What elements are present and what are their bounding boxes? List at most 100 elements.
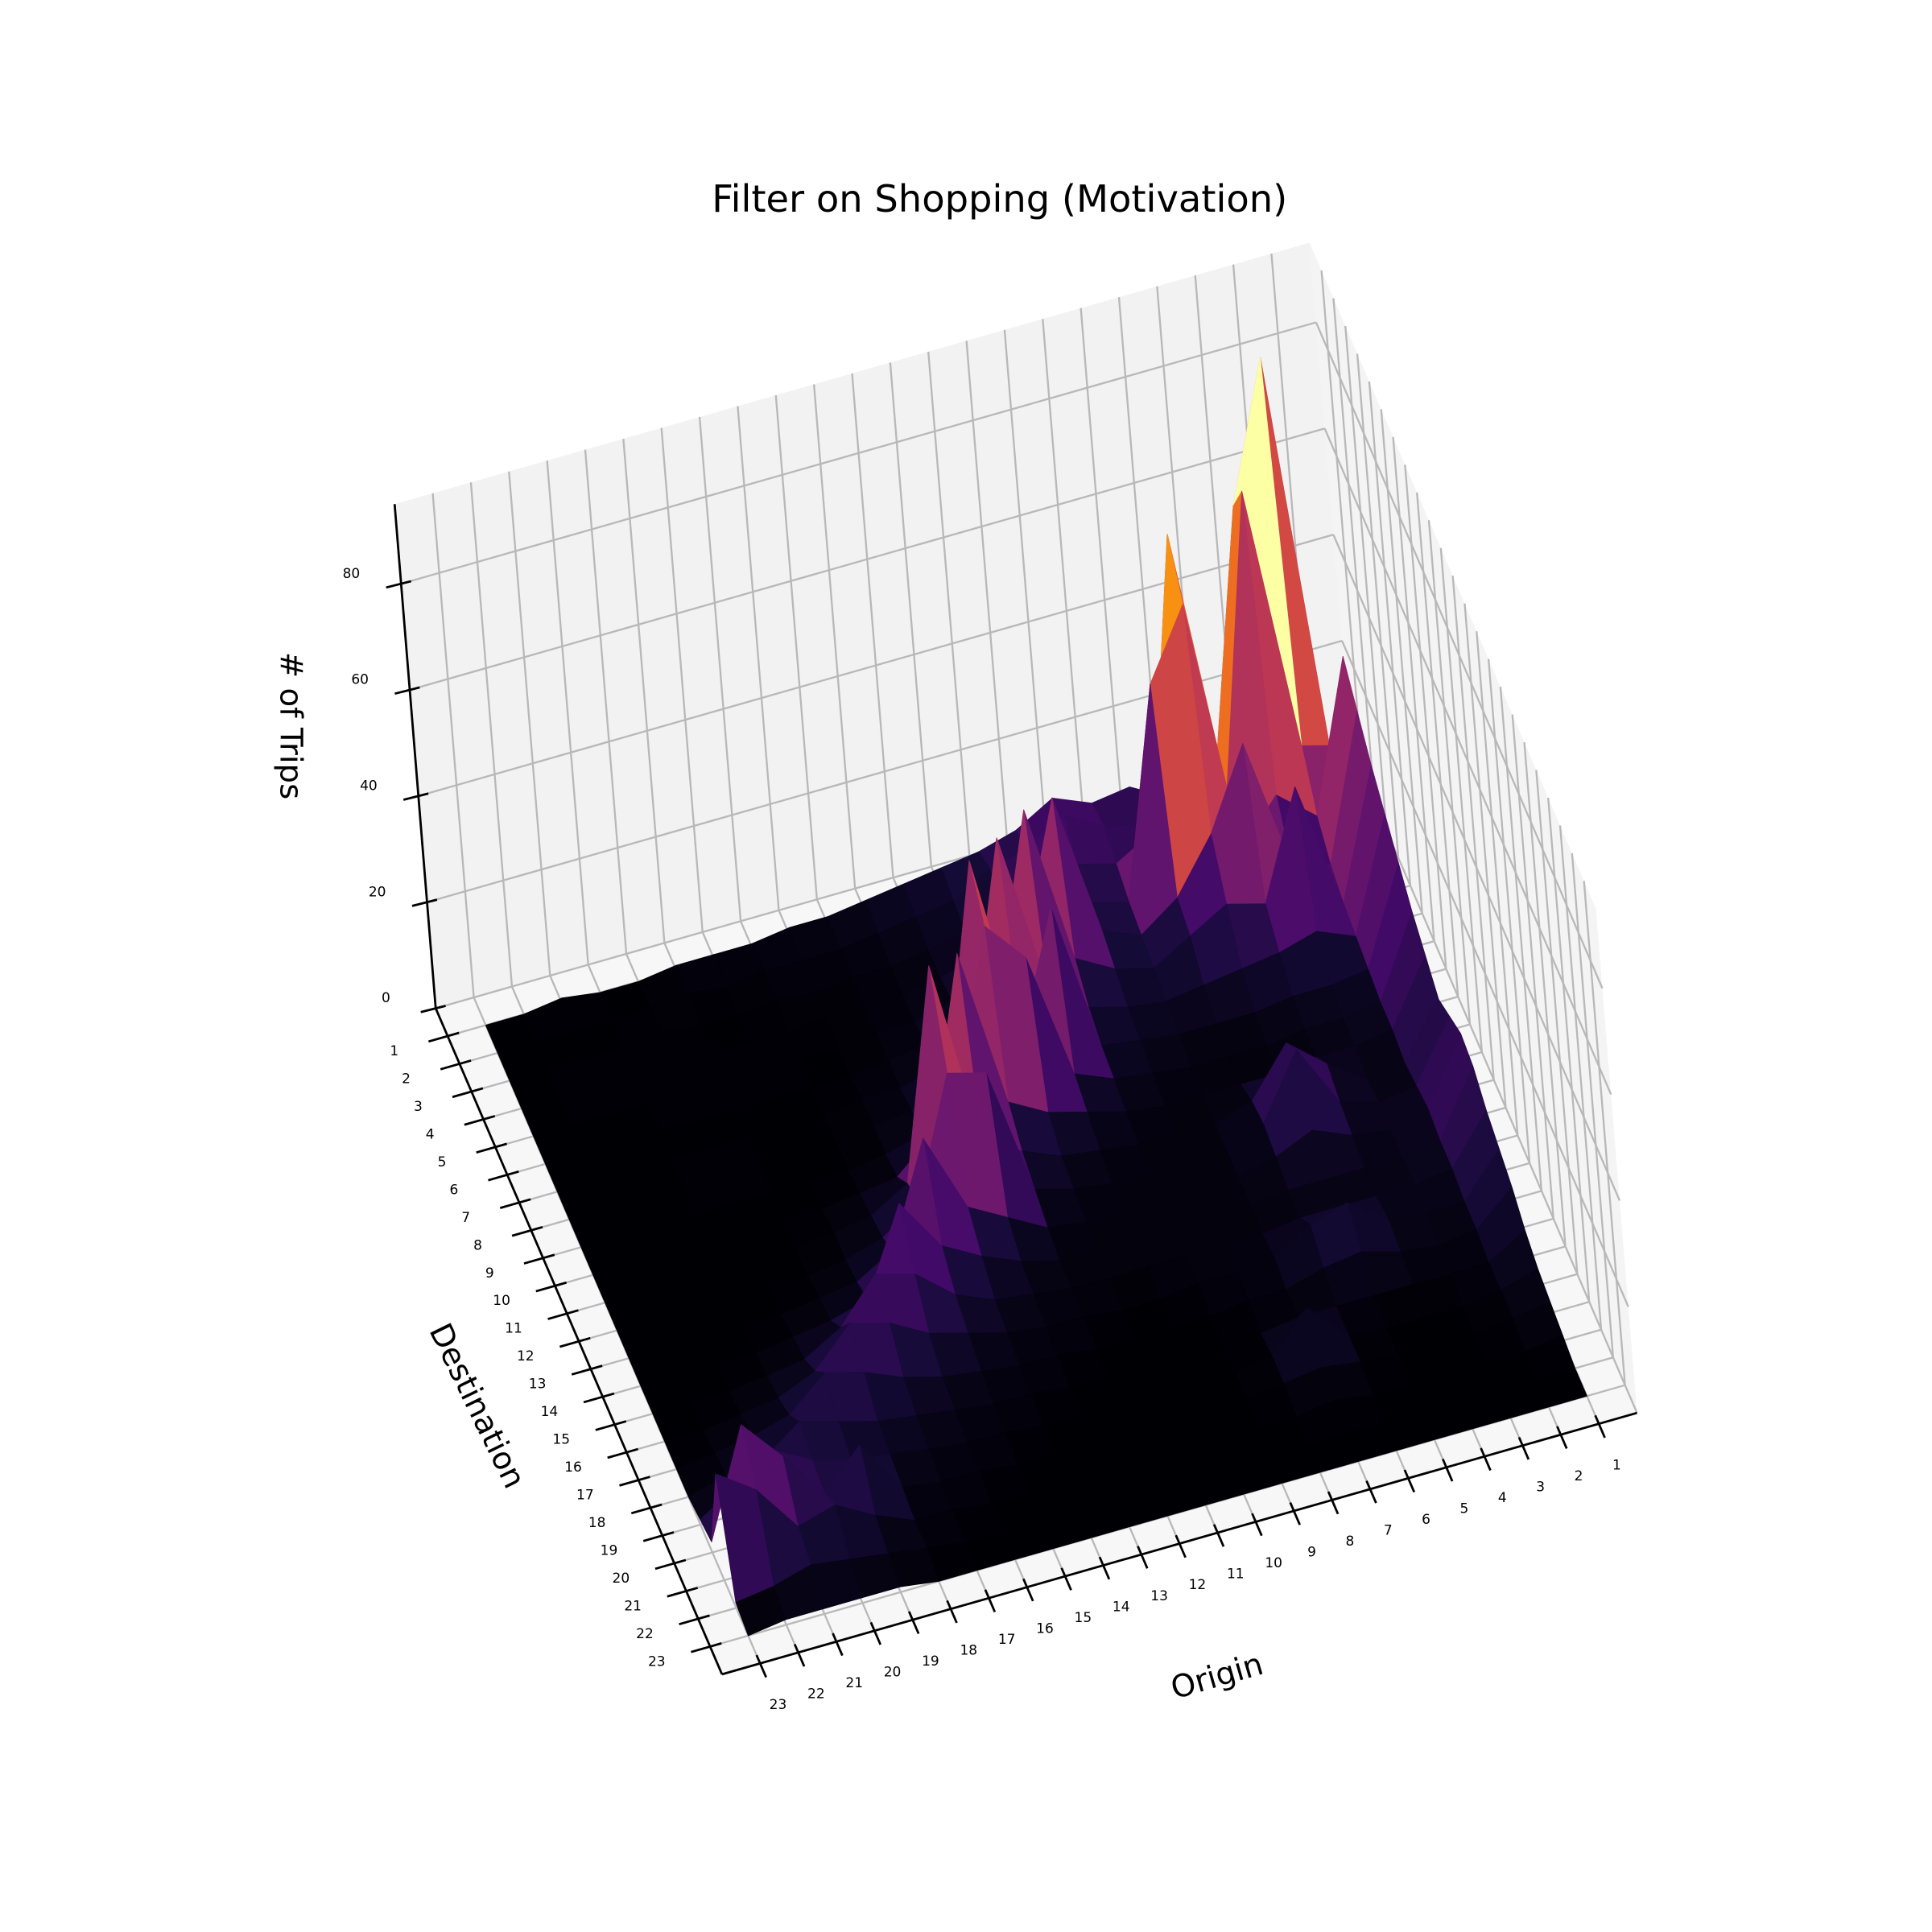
grid-line bbox=[889, 362, 933, 867]
x-tick-label: 19 bbox=[922, 1653, 939, 1670]
grid-line bbox=[927, 351, 971, 857]
grid-line bbox=[1356, 353, 1400, 858]
z-tick bbox=[386, 580, 411, 589]
x-tick-label: 11 bbox=[1227, 1567, 1245, 1583]
z-axis-line bbox=[393, 504, 437, 1009]
x-tick bbox=[1251, 1513, 1263, 1537]
grid-line bbox=[1523, 741, 1567, 1247]
grid-line bbox=[737, 406, 780, 910]
grid-line bbox=[418, 534, 1334, 797]
x-tick-label: 21 bbox=[845, 1675, 863, 1691]
x-tick bbox=[1517, 1436, 1530, 1460]
x-tick-label: 18 bbox=[960, 1642, 977, 1658]
y-tick-label: 15 bbox=[552, 1432, 570, 1448]
x-tick bbox=[755, 1654, 767, 1678]
x-tick bbox=[946, 1600, 958, 1624]
grid-line bbox=[1558, 825, 1603, 1330]
x-tick-label: 20 bbox=[884, 1664, 902, 1680]
y-tick bbox=[571, 1364, 603, 1376]
y-tick bbox=[511, 1225, 543, 1237]
y-tick-label: 2 bbox=[402, 1071, 411, 1087]
y-axis-label: Destination bbox=[422, 1318, 533, 1494]
grid-line bbox=[1315, 321, 1604, 989]
x-tick bbox=[1327, 1491, 1340, 1515]
x-axis-label: Origin bbox=[1166, 1646, 1267, 1707]
y-tick-label: 5 bbox=[438, 1154, 447, 1170]
grid-line bbox=[1392, 436, 1435, 942]
y-tick bbox=[440, 1059, 472, 1071]
y-tick-label: 8 bbox=[473, 1237, 482, 1253]
x-tick bbox=[832, 1633, 844, 1657]
x-tick bbox=[1365, 1480, 1377, 1504]
y-tick bbox=[619, 1476, 650, 1487]
grid-line bbox=[1003, 329, 1047, 835]
x-tick bbox=[1098, 1556, 1111, 1580]
x-tick bbox=[793, 1643, 806, 1667]
x-tick bbox=[984, 1589, 997, 1612]
y-tick bbox=[679, 1614, 710, 1626]
x-tick-label: 23 bbox=[770, 1697, 787, 1713]
x-tick bbox=[1480, 1447, 1492, 1472]
y-tick bbox=[452, 1087, 484, 1099]
grid-line bbox=[431, 493, 475, 998]
grid-line bbox=[546, 460, 589, 965]
grid-line bbox=[1416, 492, 1459, 997]
z-tick bbox=[402, 792, 429, 801]
x-tick-label: 4 bbox=[1498, 1490, 1507, 1506]
grid-line bbox=[660, 427, 704, 932]
grid-line bbox=[1380, 409, 1423, 914]
grid-line bbox=[1451, 576, 1495, 1080]
x-tick-label: 5 bbox=[1460, 1501, 1469, 1517]
grid-line bbox=[698, 416, 742, 922]
grid-line bbox=[1080, 308, 1123, 813]
y-tick bbox=[595, 1420, 627, 1431]
x-tick-label: 12 bbox=[1189, 1577, 1207, 1593]
x-tick-label: 10 bbox=[1265, 1555, 1282, 1571]
grid-line bbox=[1042, 319, 1085, 824]
x-tick-label: 2 bbox=[1575, 1468, 1583, 1484]
y-tick bbox=[535, 1281, 568, 1293]
x-tick bbox=[1060, 1567, 1072, 1591]
axes: 0204060801234567891011121314151617181920… bbox=[343, 504, 1637, 1713]
grid-line bbox=[1499, 686, 1543, 1191]
y-tick-label: 14 bbox=[541, 1404, 559, 1420]
grid-line bbox=[1349, 746, 1638, 1414]
grid-line bbox=[774, 394, 818, 900]
x-tick-label: 15 bbox=[1075, 1610, 1092, 1626]
z-tick-label: 20 bbox=[369, 884, 386, 900]
grid-line bbox=[1427, 520, 1472, 1025]
y-tick bbox=[667, 1587, 699, 1598]
grid-line bbox=[812, 384, 857, 889]
y-tick bbox=[488, 1170, 519, 1182]
y-tick-label: 4 bbox=[426, 1126, 435, 1142]
y-tick-label: 7 bbox=[461, 1210, 470, 1226]
x-tick bbox=[869, 1621, 882, 1645]
grid-line bbox=[1368, 381, 1412, 886]
y-tick-label: 1 bbox=[390, 1043, 398, 1059]
y-tick bbox=[691, 1642, 722, 1653]
y-tick-label: 22 bbox=[636, 1626, 654, 1642]
grid-line bbox=[1547, 797, 1591, 1302]
grid-line bbox=[1511, 714, 1554, 1219]
y-tick-label: 19 bbox=[601, 1542, 618, 1558]
y-tick-label: 12 bbox=[517, 1348, 535, 1364]
grid-line bbox=[469, 482, 514, 987]
y-tick bbox=[464, 1115, 496, 1126]
grid-line bbox=[1476, 631, 1519, 1136]
y-tick-label: 6 bbox=[449, 1182, 458, 1198]
x-tick-label: 3 bbox=[1536, 1479, 1545, 1495]
grid-line bbox=[965, 341, 1009, 845]
y-tick bbox=[499, 1198, 531, 1209]
y-tick-label: 9 bbox=[485, 1265, 494, 1282]
x-tick bbox=[1594, 1414, 1606, 1439]
grid-line bbox=[409, 427, 1325, 691]
x-tick-label: 22 bbox=[807, 1686, 825, 1703]
z-tick-label: 80 bbox=[343, 566, 361, 582]
grid-line bbox=[1341, 640, 1629, 1307]
grid-line bbox=[400, 321, 1317, 585]
grid-line bbox=[1571, 852, 1615, 1358]
y-tick-label: 21 bbox=[624, 1598, 642, 1614]
grid-line bbox=[851, 373, 894, 878]
grid-line bbox=[622, 439, 666, 943]
